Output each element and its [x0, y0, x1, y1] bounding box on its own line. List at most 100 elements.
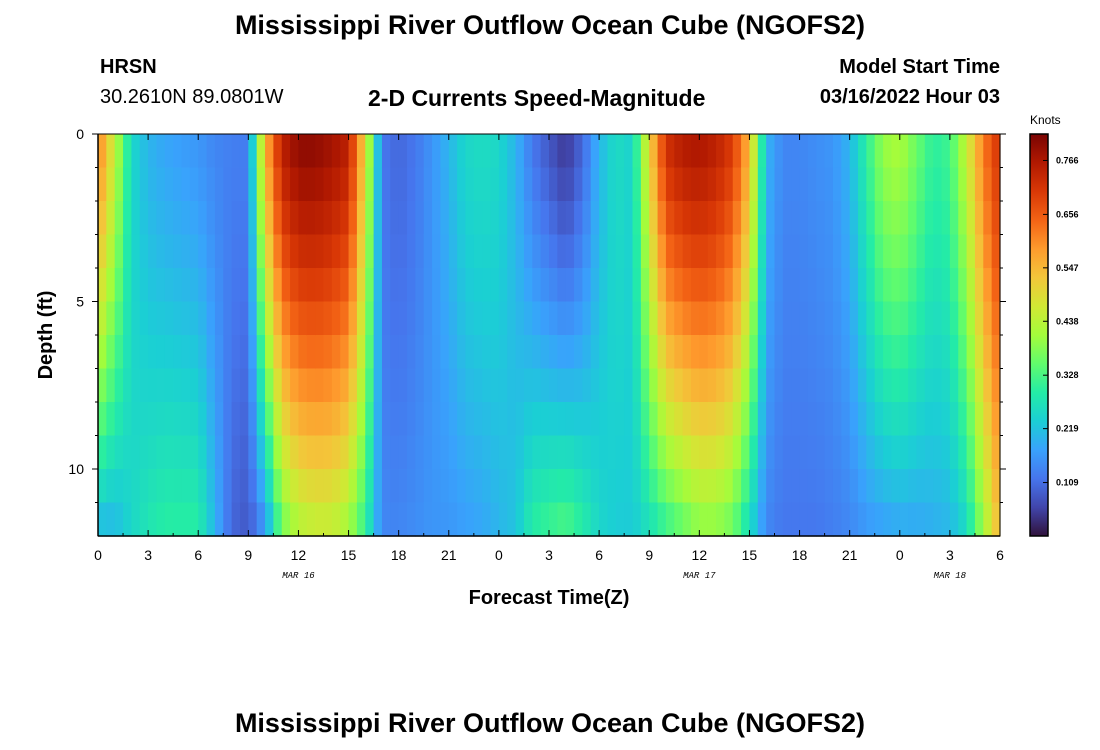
heatmap-cell: [415, 167, 425, 202]
heatmap-cell: [365, 167, 375, 202]
heatmap-cell: [607, 234, 617, 269]
heatmap-cell: [281, 167, 291, 202]
heatmap-cell: [933, 134, 943, 169]
heatmap-cell: [306, 368, 316, 403]
heatmap-cell: [615, 201, 625, 236]
heatmap-cell: [265, 167, 274, 202]
date-label: MAR 18: [934, 571, 967, 581]
heatmap-cell: [574, 201, 584, 236]
heatmap-cell: [298, 301, 308, 336]
heatmap-cell: [532, 402, 542, 437]
heatmap-cell: [306, 335, 316, 370]
heatmap-cell: [407, 402, 416, 437]
heatmap-cell: [523, 502, 533, 537]
heatmap-cell: [281, 201, 291, 236]
heatmap-cell: [490, 134, 500, 169]
heatmap-cell: [841, 268, 851, 303]
heatmap-cell: [231, 134, 241, 169]
heatmap-cell: [457, 469, 467, 504]
heatmap-cell: [423, 402, 433, 437]
heatmap-cell: [924, 167, 934, 202]
heatmap-cell: [657, 368, 667, 403]
x-tick-label: 21: [441, 547, 457, 563]
heatmap-cell: [340, 435, 350, 470]
heatmap-cell: [440, 167, 450, 202]
model-start-label: Model Start Time: [839, 56, 1000, 78]
heatmap-cell: [457, 368, 467, 403]
heatmap-cell: [824, 469, 834, 504]
heatmap-cell: [549, 201, 558, 236]
heatmap-cell: [398, 201, 408, 236]
heatmap-cell: [632, 167, 642, 202]
heatmap-cell: [557, 402, 567, 437]
heatmap-cell: [473, 502, 483, 537]
heatmap-cell: [365, 134, 375, 169]
heatmap-cell: [607, 502, 617, 537]
heatmap-cell: [707, 234, 717, 269]
heatmap-cell: [716, 134, 725, 169]
heatmap-cell: [774, 469, 784, 504]
heatmap-cell: [507, 435, 517, 470]
heatmap-cell: [624, 402, 634, 437]
heatmap-cell: [640, 301, 650, 336]
heatmap-cell: [791, 134, 801, 169]
heatmap-cell: [791, 502, 801, 537]
heatmap-cell: [540, 234, 550, 269]
heatmap-cell: [523, 435, 533, 470]
heatmap-cell: [958, 402, 968, 437]
heatmap-cell: [423, 167, 433, 202]
heatmap-cell: [273, 469, 283, 504]
heatmap-cell: [381, 368, 391, 403]
heatmap-cell: [590, 469, 600, 504]
heatmap-cell: [482, 435, 492, 470]
heatmap-cell: [574, 167, 584, 202]
heatmap-cell: [164, 301, 174, 336]
y-axis-title: Depth (ft): [35, 291, 57, 380]
heatmap-cell: [523, 134, 533, 169]
heatmap-cell: [557, 301, 567, 336]
heatmap-cell: [473, 268, 483, 303]
heatmap-cell: [156, 368, 166, 403]
heatmap-cell: [599, 502, 609, 537]
heatmap-cell: [741, 234, 751, 269]
heatmap-cell: [465, 201, 475, 236]
heatmap-cell: [674, 234, 684, 269]
heatmap-cell: [298, 234, 308, 269]
heatmap-cell: [549, 134, 558, 169]
heatmap-cell: [799, 201, 809, 236]
heatmap-cell: [173, 201, 183, 236]
heatmap-cell: [123, 469, 133, 504]
heatmap-cell: [281, 502, 291, 537]
heatmap-cell: [716, 402, 725, 437]
heatmap-cell: [523, 469, 533, 504]
heatmap-cell: [223, 435, 233, 470]
heatmap-cell: [323, 502, 333, 537]
heatmap-cell: [523, 167, 533, 202]
heatmap-cell: [298, 134, 308, 169]
heatmap-cell: [699, 469, 709, 504]
heatmap-cell: [941, 502, 951, 537]
heatmap-cell: [114, 502, 124, 537]
heatmap-cell: [398, 502, 408, 537]
heatmap-cell: [423, 469, 433, 504]
heatmap-cell: [766, 402, 776, 437]
heatmap-cell: [716, 435, 725, 470]
heatmap-cell: [515, 268, 525, 303]
heatmap-cell: [607, 469, 617, 504]
heatmap-cell: [858, 234, 867, 269]
heatmap-cell: [356, 469, 366, 504]
heatmap-cell: [407, 502, 416, 537]
heatmap-cell: [273, 201, 283, 236]
heatmap-cell: [799, 335, 809, 370]
heatmap-cell: [365, 368, 375, 403]
heatmap-cell: [415, 502, 425, 537]
heatmap-cell: [490, 167, 500, 202]
heatmap-cell: [858, 268, 867, 303]
heatmap-cell: [407, 134, 416, 169]
heatmap-cell: [699, 268, 709, 303]
heatmap-cell: [148, 335, 158, 370]
heatmap-cell: [340, 234, 350, 269]
heatmap-cell: [148, 301, 158, 336]
heatmap-cell: [98, 268, 107, 303]
heatmap-cell: [381, 301, 391, 336]
